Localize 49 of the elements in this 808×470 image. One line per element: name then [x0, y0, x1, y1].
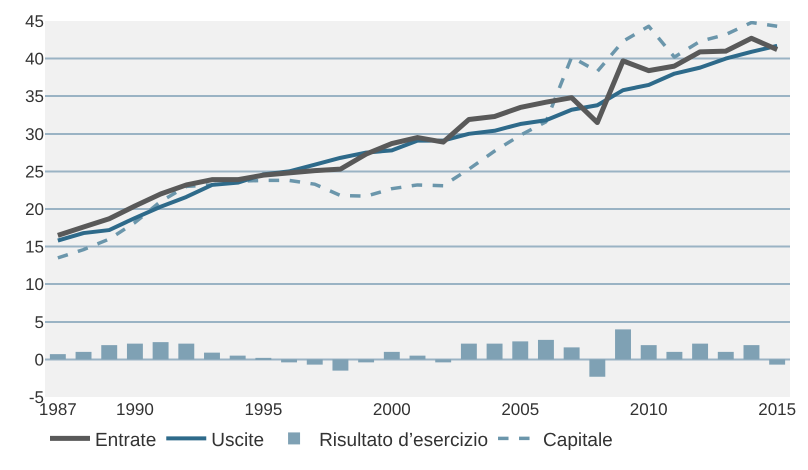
- bar: [101, 345, 118, 360]
- bar: [435, 359, 452, 362]
- x-tick-label: 2005: [501, 400, 540, 419]
- bar: [744, 345, 760, 360]
- legend-label: Risultato d’esercizio: [319, 430, 488, 451]
- y-tick-label: 40: [25, 50, 44, 69]
- y-tick-label: 30: [25, 124, 44, 144]
- bar: [640, 345, 657, 360]
- bar: [126, 344, 143, 360]
- bar: [230, 356, 246, 360]
- bar: [615, 329, 631, 360]
- x-tick-label: 2000: [372, 400, 411, 419]
- y-tick-label: 10: [25, 275, 44, 294]
- bar: [769, 359, 786, 365]
- bar: [76, 352, 92, 360]
- bar: [718, 352, 734, 360]
- bar: [178, 344, 194, 360]
- x-tick-label: 1995: [244, 400, 282, 419]
- bar: [538, 340, 554, 360]
- y-tick-label: 5: [34, 312, 44, 332]
- y-tick-label: 20: [25, 200, 44, 219]
- legend-label: Uscite: [211, 430, 264, 451]
- x-tick-label: 2010: [630, 400, 668, 419]
- bar: [332, 359, 348, 371]
- bar: [358, 359, 374, 362]
- bar: [204, 352, 220, 360]
- bar: [666, 352, 682, 360]
- legend-label: Capitale: [543, 430, 613, 451]
- bar: [50, 354, 66, 360]
- y-tick-label: 0: [34, 350, 44, 370]
- legend-label: Entrate: [95, 430, 156, 451]
- bar: [486, 344, 503, 360]
- bar: [384, 352, 400, 360]
- bar: [589, 359, 606, 377]
- x-tick-label: 2015: [758, 400, 796, 419]
- bar: [306, 359, 323, 365]
- bar: [460, 344, 477, 360]
- y-tick-label: 45: [25, 12, 44, 31]
- y-tick-label: 35: [25, 87, 44, 106]
- x-tick-label: 1990: [116, 400, 154, 419]
- bar: [564, 347, 580, 360]
- y-tick-label: 25: [25, 162, 44, 182]
- bar: [281, 359, 298, 362]
- bar: [692, 344, 708, 360]
- y-tick-label: 15: [25, 238, 44, 257]
- bar: [410, 356, 426, 360]
- line-series: [56, 21, 779, 260]
- bar: [152, 342, 169, 360]
- bar: [512, 341, 528, 360]
